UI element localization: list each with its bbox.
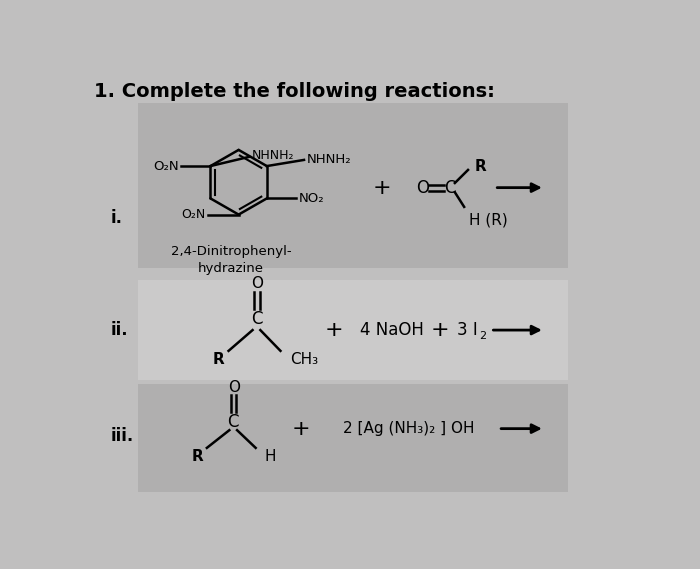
Text: +: +	[325, 320, 343, 340]
Text: ii.: ii.	[111, 321, 128, 339]
Text: O₂N: O₂N	[181, 208, 205, 221]
Text: H: H	[264, 449, 276, 464]
Bar	[138, 103, 568, 269]
Text: i.: i.	[111, 209, 122, 228]
Text: 1. Complete the following reactions:: 1. Complete the following reactions:	[94, 82, 495, 101]
Text: 3 I: 3 I	[457, 321, 477, 339]
Text: O: O	[416, 179, 429, 197]
Bar	[138, 280, 568, 380]
Text: +: +	[430, 320, 449, 340]
Text: R: R	[213, 352, 224, 367]
Text: R: R	[192, 449, 204, 464]
Text: 2: 2	[479, 331, 486, 341]
Text: H (R): H (R)	[469, 212, 507, 227]
Text: +: +	[372, 178, 391, 197]
Text: C: C	[251, 310, 262, 328]
Text: NO₂: NO₂	[299, 192, 324, 205]
Text: 2,4-Dinitrophenyl-
hydrazine: 2,4-Dinitrophenyl- hydrazine	[171, 245, 291, 275]
Text: NHNH₂: NHNH₂	[251, 149, 294, 162]
Text: NHNH₂: NHNH₂	[307, 154, 351, 166]
Text: O: O	[228, 380, 240, 395]
Text: +: +	[291, 419, 310, 439]
Text: R: R	[474, 159, 486, 174]
Bar	[138, 384, 568, 492]
Text: CH₃: CH₃	[290, 352, 318, 367]
Text: 4 NaOH: 4 NaOH	[360, 321, 424, 339]
Text: C: C	[228, 414, 239, 431]
Text: O₂N: O₂N	[153, 159, 178, 172]
Text: 2 [Ag (NH₃)₂ ] OH: 2 [Ag (NH₃)₂ ] OH	[344, 421, 475, 436]
Text: O: O	[251, 277, 263, 291]
Text: iii.: iii.	[111, 427, 134, 446]
Text: C: C	[444, 179, 456, 197]
